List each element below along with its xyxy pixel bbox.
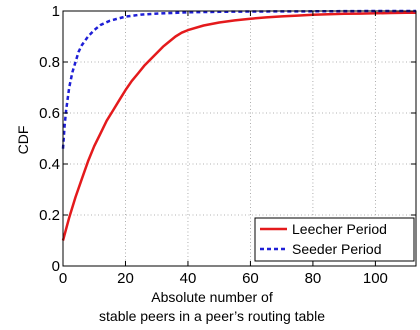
x-tick-label: 80 — [305, 270, 322, 287]
y-tick-label: 1 — [52, 3, 60, 20]
x-axis-label-line-1: Absolute number of — [151, 289, 273, 305]
y-tick-label: 0 — [52, 258, 60, 275]
axis-ticks — [62, 10, 416, 267]
legend-label-leecher: Leecher Period — [292, 221, 387, 237]
tick-labels: 0 20 40 60 80 100 0 0.2 0.4 0.6 0.8 1 — [39, 3, 388, 287]
x-tick-label: 100 — [363, 270, 388, 287]
plot-frame — [62, 10, 417, 267]
x-axis-label-line-2: stable peers in a peer’s routing table — [99, 308, 325, 324]
x-tick-label: 0 — [59, 270, 67, 287]
x-tick-label: 20 — [117, 270, 134, 287]
x-tick-label: 60 — [242, 270, 259, 287]
y-tick-label: 0.4 — [39, 156, 60, 173]
grid-lines — [63, 11, 416, 266]
legend-box — [254, 217, 415, 262]
series-layer — [61, 9, 416, 241]
legend-label-seeder: Seeder Period — [292, 241, 382, 257]
y-tick-label: 0.2 — [39, 207, 60, 224]
y-axis-label: CDF — [15, 126, 31, 155]
x-tick-label: 40 — [180, 270, 197, 287]
legend: Leecher Period Seeder Period — [254, 217, 415, 262]
y-tick-label: 0.6 — [39, 105, 60, 122]
series-line-leecher — [61, 11, 416, 241]
y-tick-label: 0.8 — [39, 54, 60, 71]
series-line-seeder — [61, 9, 416, 149]
